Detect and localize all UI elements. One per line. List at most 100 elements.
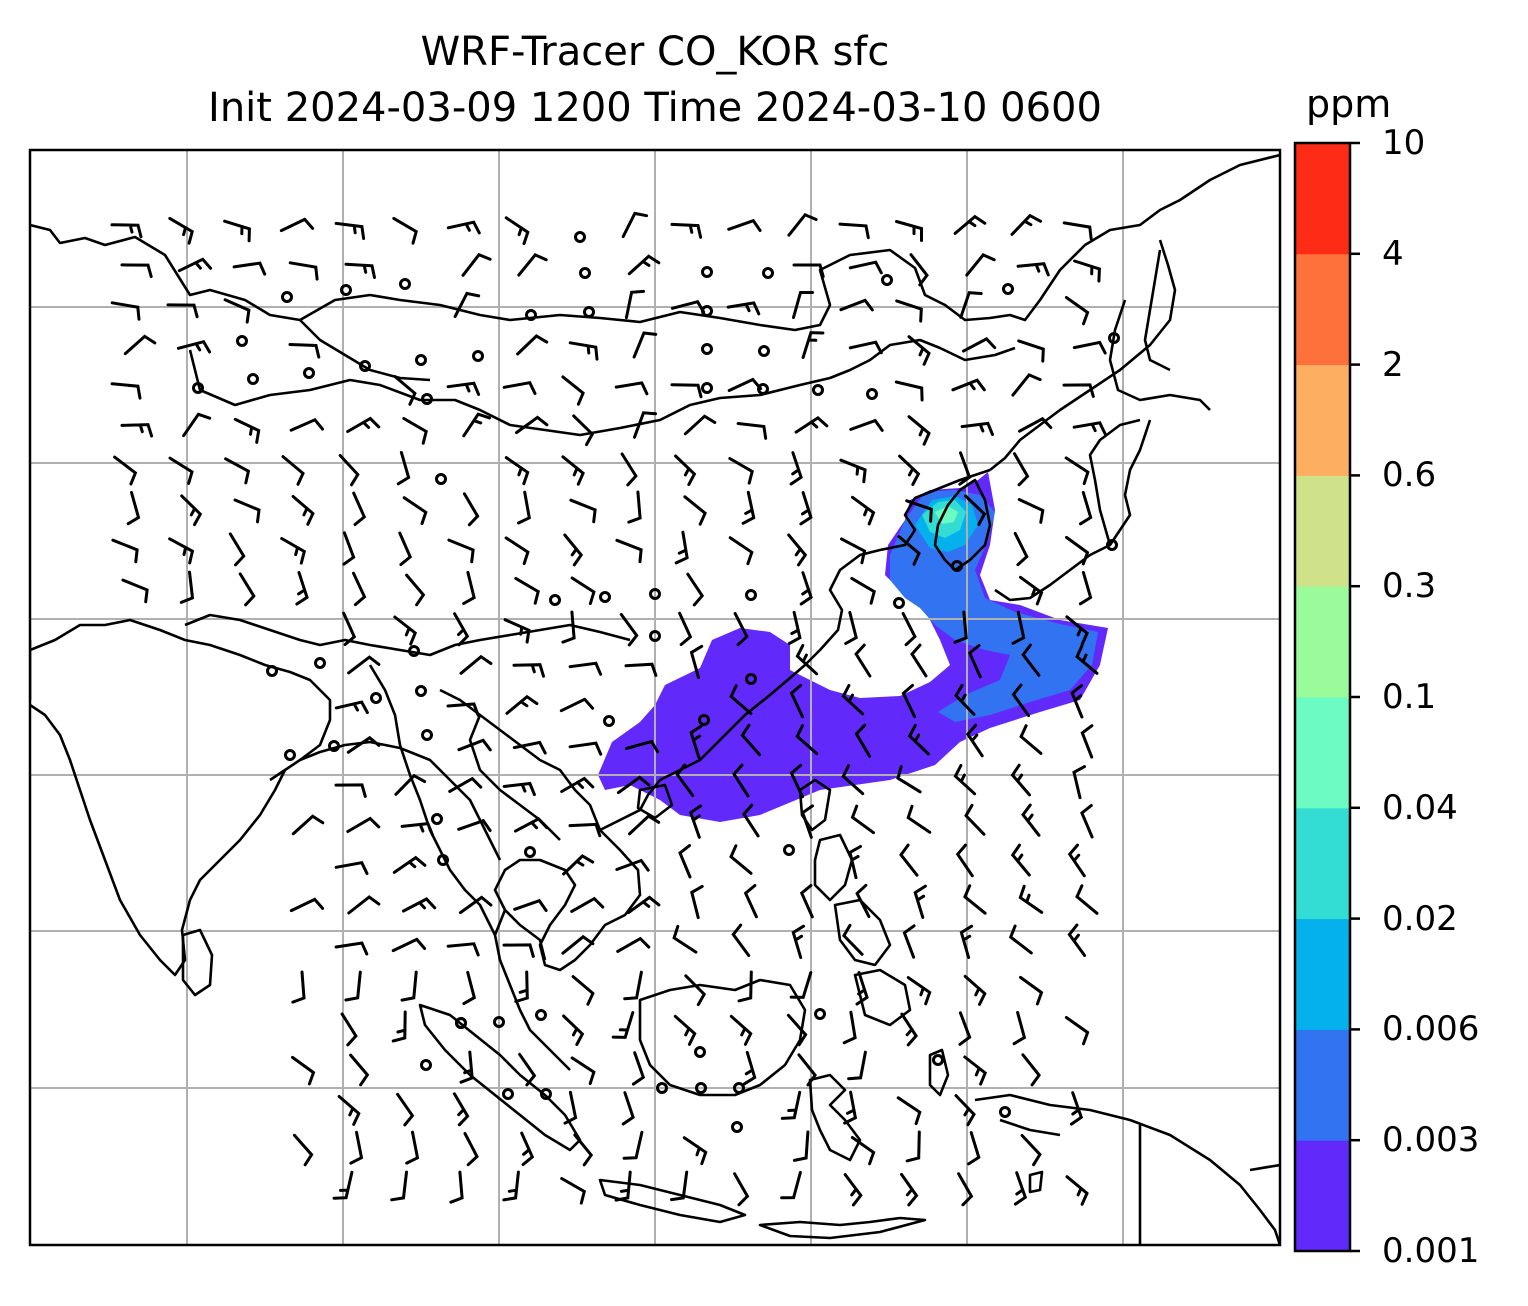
wind-barb <box>347 895 381 915</box>
wind-calm-marker <box>540 1088 552 1100</box>
wind-barb <box>570 1056 596 1086</box>
wind-barb <box>953 214 987 235</box>
coastline-java <box>598 1178 747 1224</box>
wind-barb <box>736 422 768 440</box>
wind-calm-marker <box>415 354 427 366</box>
wind-barb <box>332 1170 354 1200</box>
wind-barb <box>398 531 413 566</box>
wind-barb <box>462 412 492 438</box>
wind-barb <box>334 700 369 715</box>
wind-barb <box>457 818 492 832</box>
coastline-korea <box>933 478 992 572</box>
wind-barb <box>168 216 194 245</box>
wind-barb <box>731 923 751 957</box>
wind-barb <box>400 821 434 837</box>
colorbar-segment <box>1295 918 1350 1030</box>
wind-calm-marker <box>549 594 561 606</box>
wind-barbs <box>110 211 1120 1207</box>
wind-calm-marker <box>415 685 427 697</box>
border-south-asia <box>184 613 631 657</box>
wind-barb <box>843 1173 863 1207</box>
coastline-japan-2 <box>1088 418 1141 546</box>
wind-barb <box>615 538 643 564</box>
wind-calm-marker <box>314 657 326 669</box>
wind-calm-marker <box>359 360 371 372</box>
wind-barb <box>795 644 819 676</box>
wind-barb <box>799 571 813 606</box>
wind-calm-marker <box>266 665 278 677</box>
chart-subtitle: Init 2024-03-09 1200 Time 2024-03-10 060… <box>208 85 1102 131</box>
wind-barb <box>792 263 825 278</box>
wind-calm-marker <box>656 1082 668 1094</box>
wind-barb <box>848 340 883 355</box>
wind-barb <box>120 263 153 279</box>
wind-barb <box>223 298 251 324</box>
coastline-sakhalin <box>1143 249 1171 372</box>
wind-barb <box>627 895 661 915</box>
wind-barb <box>346 416 381 433</box>
wind-barb <box>953 610 968 644</box>
border-myanmar <box>368 664 497 936</box>
wind-barb <box>1010 213 1043 236</box>
wind-barb <box>670 383 703 399</box>
wind-calm-marker <box>1106 539 1118 551</box>
wind-barb <box>334 861 369 875</box>
wind-barb <box>168 456 194 485</box>
wind-barb <box>963 1055 988 1086</box>
wind-barb <box>390 1170 408 1202</box>
wind-barb <box>901 611 917 647</box>
wind-barb <box>1064 296 1090 326</box>
wind-barb <box>1065 615 1089 646</box>
wind-barb <box>123 334 157 356</box>
wind-barb <box>1019 975 1044 1006</box>
coastline-sulawesi <box>808 1073 862 1162</box>
wind-calm-marker <box>812 384 824 396</box>
wind-barb <box>1072 421 1107 436</box>
wind-barb <box>505 694 539 715</box>
wind-barb <box>616 936 651 953</box>
wind-calm-marker <box>281 291 293 303</box>
wind-barb <box>906 976 932 1006</box>
wind-barb <box>792 291 814 319</box>
coastline-flores <box>758 1216 927 1240</box>
wind-barb <box>791 924 805 959</box>
coastline-hainan <box>636 783 674 820</box>
wind-barb <box>631 1051 646 1086</box>
wind-barb <box>1062 383 1095 398</box>
colorbar-tick-label: 0.003 <box>1382 1120 1480 1161</box>
wind-barb <box>727 218 762 232</box>
wind-barb <box>957 1172 974 1207</box>
wind-barb <box>789 971 813 999</box>
wind-calm-marker <box>932 1054 944 1066</box>
wind-barb <box>111 538 139 564</box>
wind-barb <box>562 1014 585 1046</box>
wind-barb <box>910 643 928 678</box>
wind-barb <box>615 858 650 872</box>
wind-barb <box>1021 643 1041 677</box>
wind-barb <box>233 417 261 444</box>
wind-calm-marker <box>999 1106 1011 1118</box>
coastline-seram <box>1028 1170 1044 1194</box>
wind-barb <box>461 252 492 277</box>
wind-barb <box>405 1130 420 1165</box>
wind-barb <box>1072 340 1107 355</box>
wind-barb <box>518 1052 537 1087</box>
wind-barb <box>1021 1053 1041 1087</box>
wind-calm-marker <box>599 591 611 603</box>
wind-calm-marker <box>1002 283 1014 295</box>
wind-barb <box>959 291 983 319</box>
wind-barb <box>166 303 199 319</box>
wind-barb <box>727 377 763 392</box>
wind-barb <box>684 974 707 1007</box>
wind-barb <box>447 538 475 564</box>
coastline-indochina <box>493 829 642 972</box>
wind-calm-marker <box>421 393 433 405</box>
wind-barb <box>561 375 585 406</box>
wind-barb <box>848 260 883 275</box>
wind-barb <box>689 724 703 759</box>
wind-barb <box>1013 531 1029 567</box>
wind-barb <box>1067 923 1087 957</box>
wind-barb <box>611 1011 635 1039</box>
wind-barb <box>674 530 689 565</box>
coastline-borneo <box>638 978 807 1097</box>
